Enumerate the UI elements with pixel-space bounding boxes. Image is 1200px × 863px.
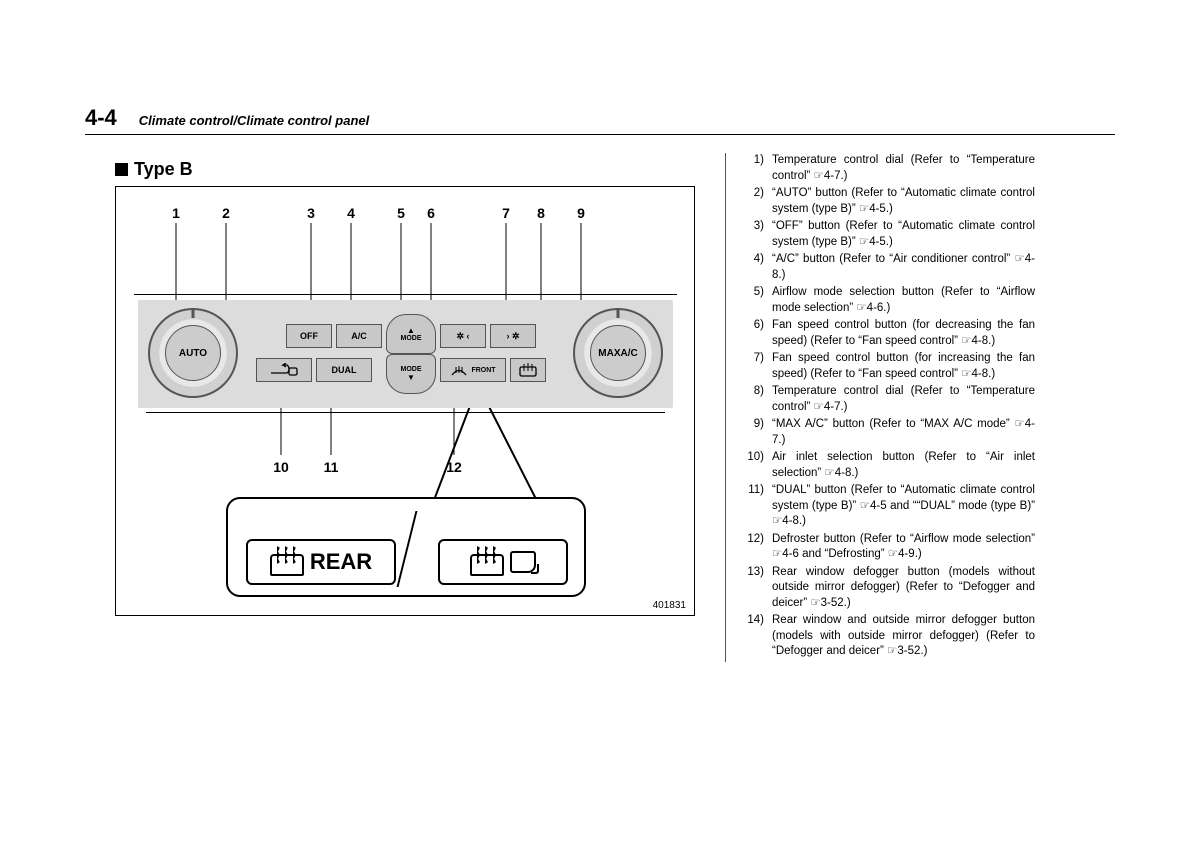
figure-id: 401831 (653, 600, 686, 611)
ac-button: A/C (336, 324, 382, 348)
callout-number: 12 (446, 459, 462, 475)
legend-text: “AUTO” button (Refer to “Automatic clima… (772, 186, 1035, 217)
callout-number: 2 (222, 205, 230, 221)
legend-text: Fan speed control button (for increasing… (772, 351, 1035, 382)
legend-number: 3) (746, 219, 772, 250)
legend-text: Defroster button (Refer to “Airflow mode… (772, 532, 1035, 563)
rear-defog-icon (270, 548, 304, 576)
callout-number: 6 (427, 205, 435, 221)
legend-text: Temperature control dial (Refer to “Temp… (772, 384, 1035, 415)
figure-column: Type B (85, 153, 685, 662)
diagram-frame: 123456789 101112 1314 AUTO MAXA/C (115, 186, 695, 616)
legend-item: 14)Rear window and outside mirror defogg… (746, 613, 1035, 660)
legend-text: “MAX A/C” button (Refer to “MAX A/C mode… (772, 417, 1035, 448)
section-heading: Type B (115, 159, 685, 180)
off-button: OFF (286, 324, 332, 348)
callout-number: 10 (273, 459, 289, 475)
legend-number: 13) (746, 565, 772, 612)
legend-number: 5) (746, 285, 772, 316)
page-header: 4-4 Climate control/Climate control pane… (85, 105, 1115, 135)
max-ac-button-label: MAXA/C (590, 325, 646, 381)
windshield-icon (450, 364, 468, 376)
legend-number: 12) (746, 532, 772, 563)
mirror-defog-icon (510, 551, 536, 573)
recirculate-icon (269, 363, 299, 377)
auto-button-label: AUTO (165, 325, 221, 381)
legend-number: 9) (746, 417, 772, 448)
legend-text: Temperature control dial (Refer to “Temp… (772, 153, 1035, 184)
legend-text: Rear window defogger button (models with… (772, 565, 1035, 612)
page-content: Type B (85, 153, 1115, 662)
inset-divider (397, 511, 418, 587)
legend-item: 6)Fan speed control button (for decreasi… (746, 318, 1035, 349)
rear-defog-icon (518, 363, 538, 377)
legend-item: 2)“AUTO” button (Refer to “Automatic cli… (746, 186, 1035, 217)
rear-defog-icon (470, 548, 504, 576)
legend-number: 8) (746, 384, 772, 415)
manual-page: 4-4 Climate control/Climate control pane… (85, 105, 1115, 755)
legend-number: 2) (746, 186, 772, 217)
rear-defog-button-variant-a: REAR (246, 539, 396, 585)
callout-number: 9 (577, 205, 585, 221)
rear-defog-button-variant-b (438, 539, 568, 585)
mode-up-button: ▲ MODE (386, 314, 436, 354)
legend-text: Air inlet selection button (Refer to “Ai… (772, 450, 1035, 481)
right-temp-dial: MAXA/C (573, 308, 663, 398)
legend-text: “OFF” button (Refer to “Automatic climat… (772, 219, 1035, 250)
callout-number: 5 (397, 205, 405, 221)
legend-number: 6) (746, 318, 772, 349)
legend-item: 11)“DUAL” button (Refer to “Automatic cl… (746, 483, 1035, 530)
callout-number: 8 (537, 205, 545, 221)
legend-column: 1)Temperature control dial (Refer to “Te… (725, 153, 1035, 662)
callout-number: 7 (502, 205, 510, 221)
legend-item: 4)“A/C” button (Refer to “Air conditione… (746, 252, 1035, 283)
legend-number: 10) (746, 450, 772, 481)
left-temp-dial: AUTO (148, 308, 238, 398)
legend-item: 8)Temperature control dial (Refer to “Te… (746, 384, 1035, 415)
air-inlet-button (256, 358, 312, 382)
callout-number: 3 (307, 205, 315, 221)
legend-text: Rear window and outside mirror defogger … (772, 613, 1035, 660)
legend-text: “A/C” button (Refer to “Air conditioner … (772, 252, 1035, 283)
fan-down-button: ✲ ‹ (440, 324, 486, 348)
callout-number: 11 (324, 459, 339, 475)
fan-up-button: › ✲ (490, 324, 536, 348)
legend-item: 13)Rear window defogger button (models w… (746, 565, 1035, 612)
inset-detail: REAR (226, 497, 586, 597)
callout-number: 1 (172, 205, 180, 221)
rear-label: REAR (310, 549, 372, 575)
legend-number: 14) (746, 613, 772, 660)
heading-bullet-icon (115, 163, 128, 176)
legend-item: 5)Airflow mode selection button (Refer t… (746, 285, 1035, 316)
climate-panel: AUTO MAXA/C OFF A/C ▲ MODE (138, 300, 673, 408)
legend-number: 7) (746, 351, 772, 382)
legend-list: 1)Temperature control dial (Refer to “Te… (746, 153, 1035, 660)
page-number: 4-4 (85, 105, 117, 131)
legend-number: 4) (746, 252, 772, 283)
panel-outline (134, 294, 677, 295)
callout-number: 4 (347, 205, 355, 221)
rear-defog-button-small (510, 358, 546, 382)
legend-text: “DUAL” button (Refer to “Automatic clima… (772, 483, 1035, 530)
breadcrumb: Climate control/Climate control panel (139, 113, 369, 128)
legend-text: Fan speed control button (for decreasing… (772, 318, 1035, 349)
panel-outline (146, 412, 665, 413)
legend-item: 10)Air inlet selection button (Refer to … (746, 450, 1035, 481)
legend-item: 1)Temperature control dial (Refer to “Te… (746, 153, 1035, 184)
mode-down-button: MODE ▼ (386, 354, 436, 394)
legend-item: 7)Fan speed control button (for increasi… (746, 351, 1035, 382)
front-defrost-button: FRONT (440, 358, 506, 382)
legend-item: 3)“OFF” button (Refer to “Automatic clim… (746, 219, 1035, 250)
legend-number: 11) (746, 483, 772, 530)
legend-item: 12)Defroster button (Refer to “Airflow m… (746, 532, 1035, 563)
legend-item: 9)“MAX A/C” button (Refer to “MAX A/C mo… (746, 417, 1035, 448)
dual-button: DUAL (316, 358, 372, 382)
legend-number: 1) (746, 153, 772, 184)
heading-text: Type B (134, 159, 193, 179)
legend-text: Airflow mode selection button (Refer to … (772, 285, 1035, 316)
